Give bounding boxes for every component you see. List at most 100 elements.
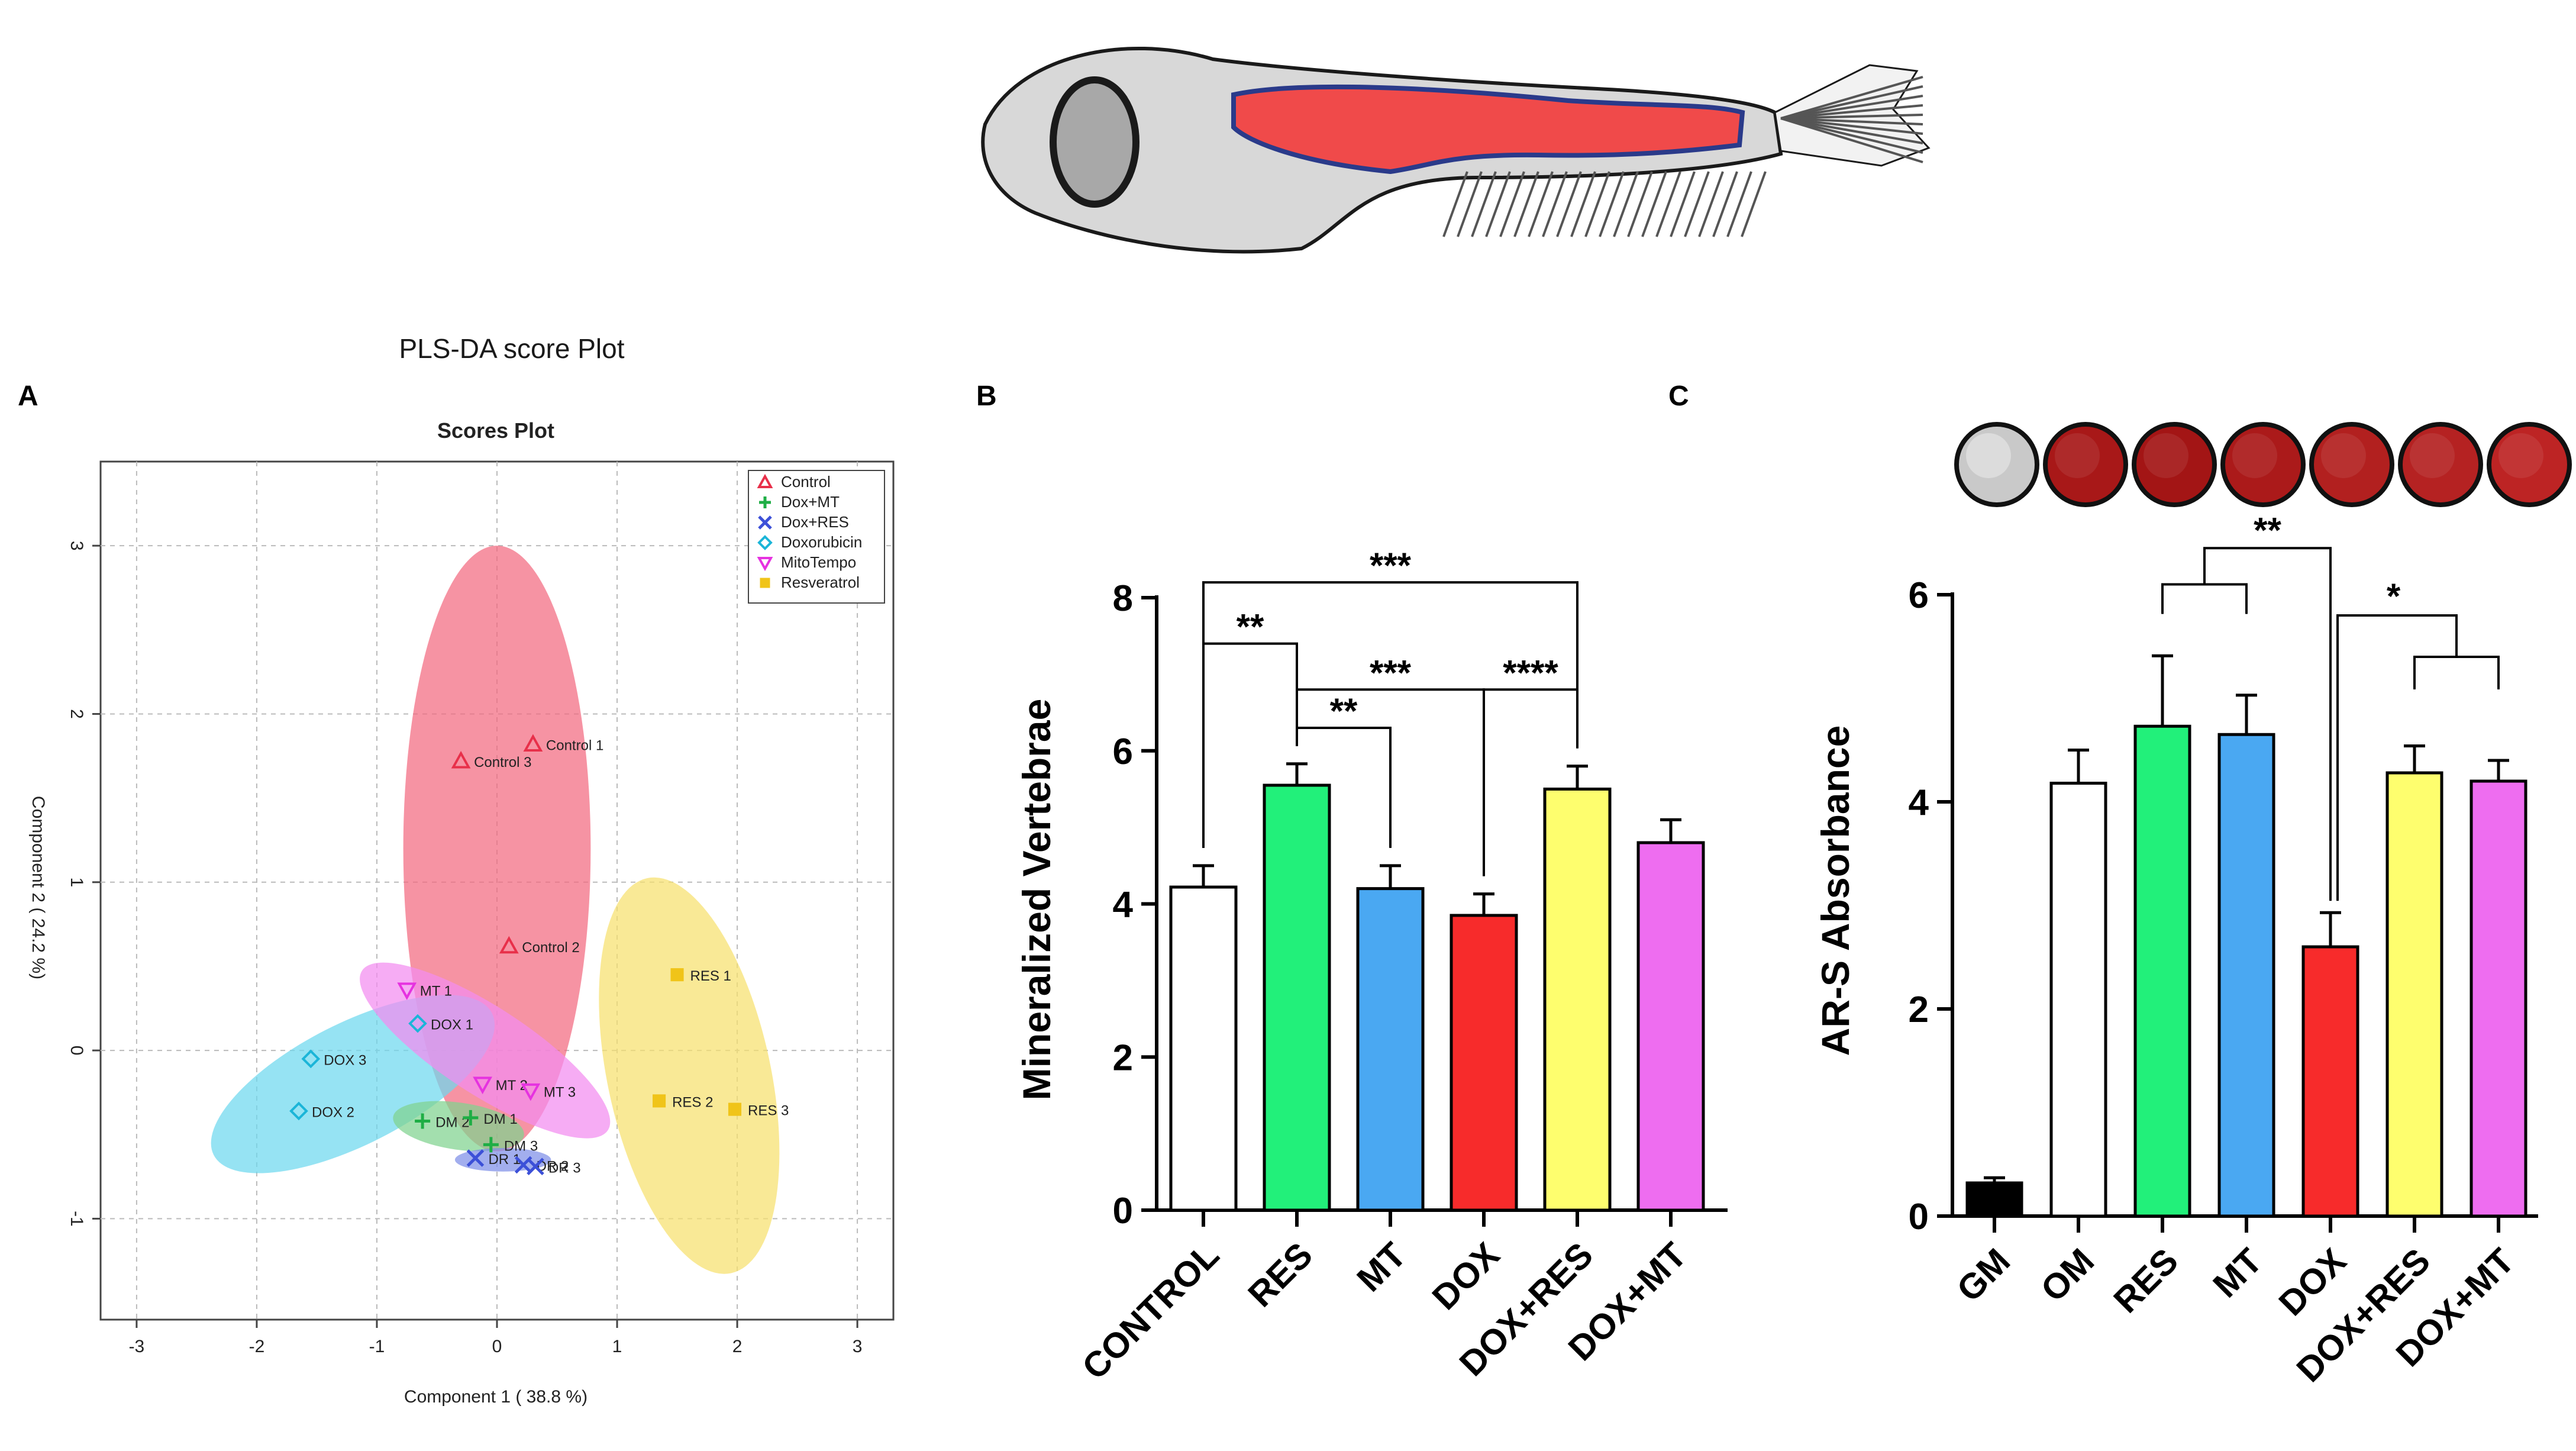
y-tick-label-a: 0 (67, 1046, 86, 1056)
legend-label: Dox+MT (781, 493, 840, 511)
fin-ray (1485, 171, 1511, 237)
error-bar (1193, 864, 1214, 888)
y-tick-label: 0 (1909, 1197, 1929, 1237)
marker-triangle-down (757, 557, 773, 572)
fin-ray (1542, 171, 1568, 237)
error-bar (1567, 765, 1588, 789)
fin-ray (1712, 171, 1738, 237)
significance-bracket (1483, 688, 1578, 876)
point-label: DR 1 (488, 1152, 521, 1168)
bar-rect (2385, 771, 2443, 1218)
y-tick-label: 8 (1113, 578, 1133, 619)
marker-triangle (757, 473, 773, 488)
fin-ray (1442, 171, 1468, 237)
marker-diamond (301, 1049, 321, 1069)
well-4 (2220, 422, 2306, 507)
bar-rect (1263, 783, 1331, 1212)
significance-stars: ** (1237, 607, 1264, 647)
panel-b-mineralized-vertebrae: B Mineralized Vertebrae 0 2 4 6 8 CONTROL RES M… (976, 381, 1728, 1387)
well-5 (2309, 422, 2394, 507)
outer-bracket (2203, 547, 2332, 901)
point-dox-3: DOX 3 (301, 1049, 366, 1069)
fin-ray (1513, 171, 1539, 237)
error-bar (2404, 744, 2425, 773)
well-2 (2043, 422, 2128, 507)
legend-entry-mitotempo: MitoTempo (757, 553, 856, 572)
bar-rect (1965, 1181, 2023, 1218)
point-dox-2: DOX 2 (289, 1101, 354, 1121)
point-dr-3: DR 3 (527, 1157, 581, 1176)
point-label: RES 2 (672, 1094, 713, 1110)
tail-ray (1780, 85, 1923, 120)
marker-triangle (523, 734, 543, 752)
panel-a-scores-plot: PLS-DA score Plot A Scores Plot -3 -2 -1 0 1… (18, 333, 895, 1407)
x-tick-label: RES (2106, 1241, 2186, 1321)
x-tick-label-a: -3 (129, 1337, 145, 1356)
marker-diamond (757, 535, 773, 550)
inner-bracket (2413, 656, 2500, 689)
marker-cross (758, 515, 772, 530)
pls-da-super-title: PLS-DA score Plot (399, 333, 625, 364)
point-control-2: Control 2 (499, 936, 580, 956)
marker-triangle (451, 750, 471, 769)
fin-ray (1556, 171, 1582, 237)
marker-triangle-down (473, 1076, 493, 1095)
well-3 (2132, 422, 2217, 507)
point-res-3: RES 3 (728, 1102, 789, 1119)
bar-res: RES (2106, 654, 2191, 1321)
y-tick-label-a: 3 (67, 541, 86, 551)
well-shine (2498, 433, 2543, 478)
y-tick-label-a: 2 (67, 709, 86, 719)
legend-label: Dox+RES (781, 513, 849, 531)
legend-label: Doxorubicin (781, 533, 862, 551)
well-shine (1966, 433, 2011, 478)
x-tick-label: GM (1949, 1241, 2017, 1310)
fin-ray (1457, 171, 1483, 237)
y-axis-label-a: Component 2 ( 24.2 %) (28, 796, 48, 979)
bar-rect (2217, 733, 2275, 1218)
confidence-ellipse-mitotempo (360, 962, 611, 1139)
legend-entry-control: Control (757, 473, 831, 491)
y-tick-label: 6 (1113, 731, 1133, 772)
marker-diamond (289, 1101, 308, 1121)
fin-ray (1741, 171, 1767, 237)
tail-ray (1780, 76, 1923, 120)
x-tick-label-a: 3 (853, 1337, 863, 1356)
significance-stars: ** (1330, 691, 1358, 731)
bar-rect (2049, 782, 2107, 1218)
well-stain (2136, 427, 2212, 502)
marker-triangle (499, 936, 519, 954)
well-shine (2321, 433, 2366, 478)
legend-entry-resveratrol: Resveratrol (760, 573, 860, 591)
marker-square (653, 1094, 666, 1108)
point-label: DOX 3 (324, 1052, 366, 1068)
bar-rect (1169, 885, 1238, 1212)
bar-om: OM (2033, 749, 2107, 1310)
legend-entry-doxorubicin: Doxorubicin (757, 533, 862, 551)
tail-ray (1780, 117, 1923, 144)
tail-ray (1780, 117, 1923, 163)
outer-bracket (2336, 614, 2458, 901)
point-control-3: Control 3 (451, 750, 531, 770)
point-label: RES 3 (748, 1103, 789, 1119)
significance-stars: **** (1503, 653, 1558, 692)
bar-res: RES (1241, 762, 1331, 1314)
y-tick-label: 4 (1909, 782, 1929, 823)
y-axis-label-c: AR-S Absorbance (1813, 726, 1857, 1056)
x-tick-label: CONTROL (1074, 1235, 1226, 1387)
legend-label: Control (781, 473, 831, 491)
well-stain (2314, 427, 2390, 502)
fin-ray (1627, 171, 1653, 237)
point-label: DOX 1 (431, 1017, 473, 1033)
point-label: RES 1 (690, 968, 731, 984)
y-tick-label: 0 (1113, 1191, 1133, 1231)
scores-plot-legend: Control Dox+MT Dox+RES Doxorubicin MitoTempo… (748, 470, 885, 604)
x-tick-label-a: 1 (612, 1337, 622, 1356)
marker-diamond (408, 1014, 427, 1033)
y-tick-label-a: 1 (67, 877, 86, 887)
confidence-ellipse-resveratrol (599, 877, 780, 1274)
well-stain (2403, 427, 2478, 502)
bar-rect (1450, 914, 1518, 1212)
fin-ray (1655, 171, 1681, 237)
